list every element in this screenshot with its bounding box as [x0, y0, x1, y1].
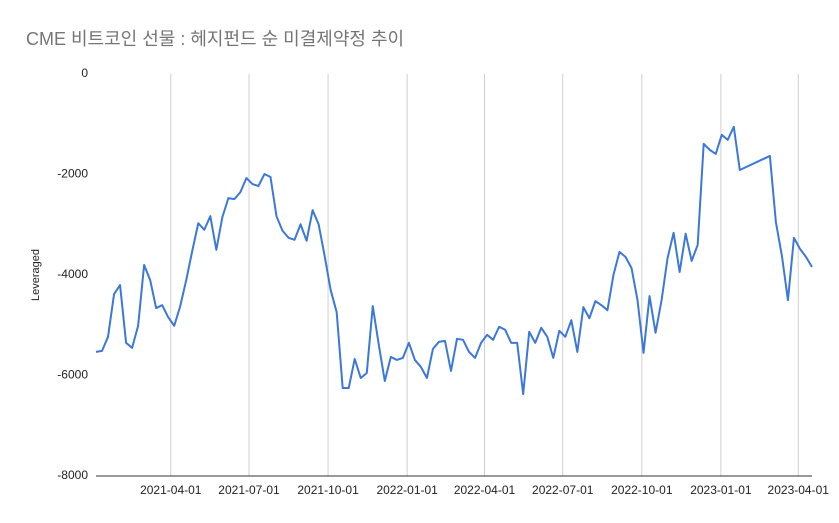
x-tick-label: 2021-07-01 — [218, 483, 280, 497]
x-tick-label: 2022-07-01 — [532, 483, 594, 497]
x-tick-label: 2022-01-01 — [376, 483, 438, 497]
x-tick-label: 2021-10-01 — [297, 483, 359, 497]
x-tick-label: 2022-04-01 — [454, 483, 516, 497]
y-tick-label: 0 — [81, 66, 88, 80]
data-line — [95, 125, 813, 396]
x-tick-label: 2021-04-01 — [140, 483, 202, 497]
x-tick-label: 2023-04-01 — [768, 483, 830, 497]
x-tick-label: 2022-10-01 — [611, 483, 673, 497]
y-tick-label: -2000 — [57, 167, 88, 181]
y-tick-label: -6000 — [57, 368, 88, 382]
y-axis-label: Leveraged — [30, 249, 42, 301]
chart-title: CME 비트코인 선물 : 헤지펀드 순 미결제약정 추이 — [26, 29, 404, 49]
x-tick-label: 2023-01-01 — [690, 483, 752, 497]
y-tick-label: -8000 — [57, 468, 88, 482]
y-tick-label: -4000 — [57, 267, 88, 281]
